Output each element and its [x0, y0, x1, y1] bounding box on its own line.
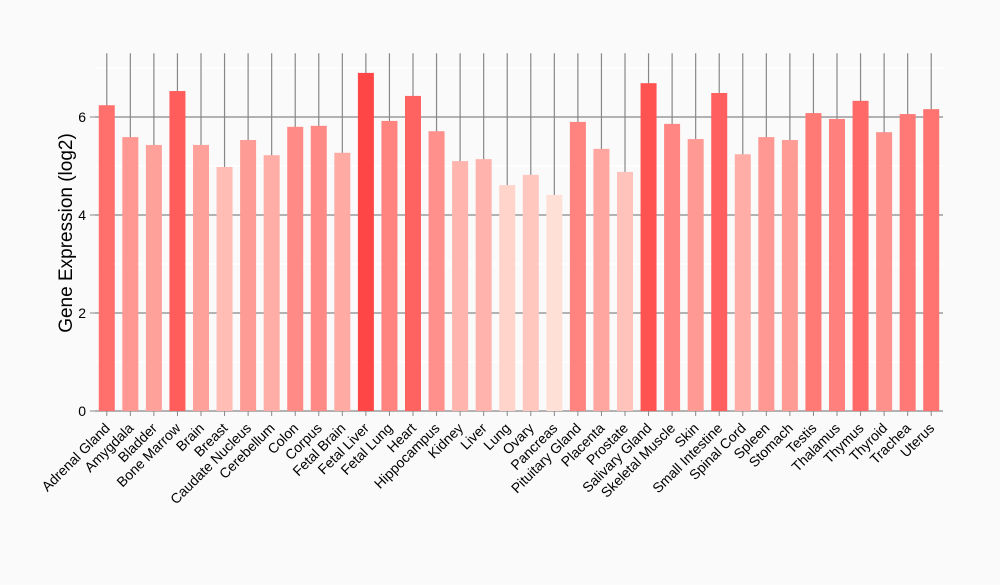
bar-thalamus	[829, 118, 845, 412]
bar-fetal-brain	[334, 152, 351, 411]
bar-bladder	[145, 144, 162, 411]
bar-brain	[193, 144, 209, 411]
bar-fetal-lung	[381, 120, 398, 412]
bar-small-intestine	[711, 92, 728, 412]
bar-placenta	[593, 148, 610, 411]
bar-pituitary-gland	[569, 121, 586, 412]
bar-adrenal-gland	[98, 105, 115, 412]
y-tick-label: 0	[78, 403, 86, 419]
bar-testis	[805, 113, 822, 411]
bar-lung	[499, 185, 516, 411]
bar-trachea	[899, 114, 916, 411]
bar-prostate	[617, 171, 633, 411]
bar-skin	[687, 139, 704, 412]
bar-spinal-cord	[734, 154, 751, 412]
bar-bone-marrow	[169, 91, 186, 411]
bar-skeletal-muscle	[664, 123, 681, 412]
y-axis-label: Gene Expression (log2)	[56, 133, 77, 333]
bar-kidney	[452, 161, 469, 411]
bar-hippocampus	[428, 131, 445, 411]
bar-corpus	[310, 125, 327, 411]
bar-thyroid	[876, 132, 893, 411]
bar-fetal-liver	[357, 72, 374, 412]
bar-cerebellum	[263, 155, 280, 411]
bars	[98, 72, 940, 412]
bar-amygdala	[122, 137, 139, 411]
bar-uterus	[923, 109, 940, 411]
y-tick-label: 4	[78, 207, 86, 223]
bar-heart	[405, 95, 421, 412]
bar-salivary-gland	[640, 83, 657, 411]
bar-thymus	[852, 100, 869, 411]
bar-liver	[475, 159, 492, 411]
bar-caudate-nucleus	[240, 140, 257, 411]
bar-spleen	[758, 137, 775, 411]
y-tick-label: 6	[78, 109, 86, 125]
bar-breast	[216, 166, 233, 411]
bar-colon	[287, 126, 304, 412]
bar-ovary	[522, 174, 539, 411]
bar-pancreas	[546, 194, 563, 411]
y-tick-label: 2	[78, 305, 86, 321]
bar-stomach	[781, 140, 798, 411]
